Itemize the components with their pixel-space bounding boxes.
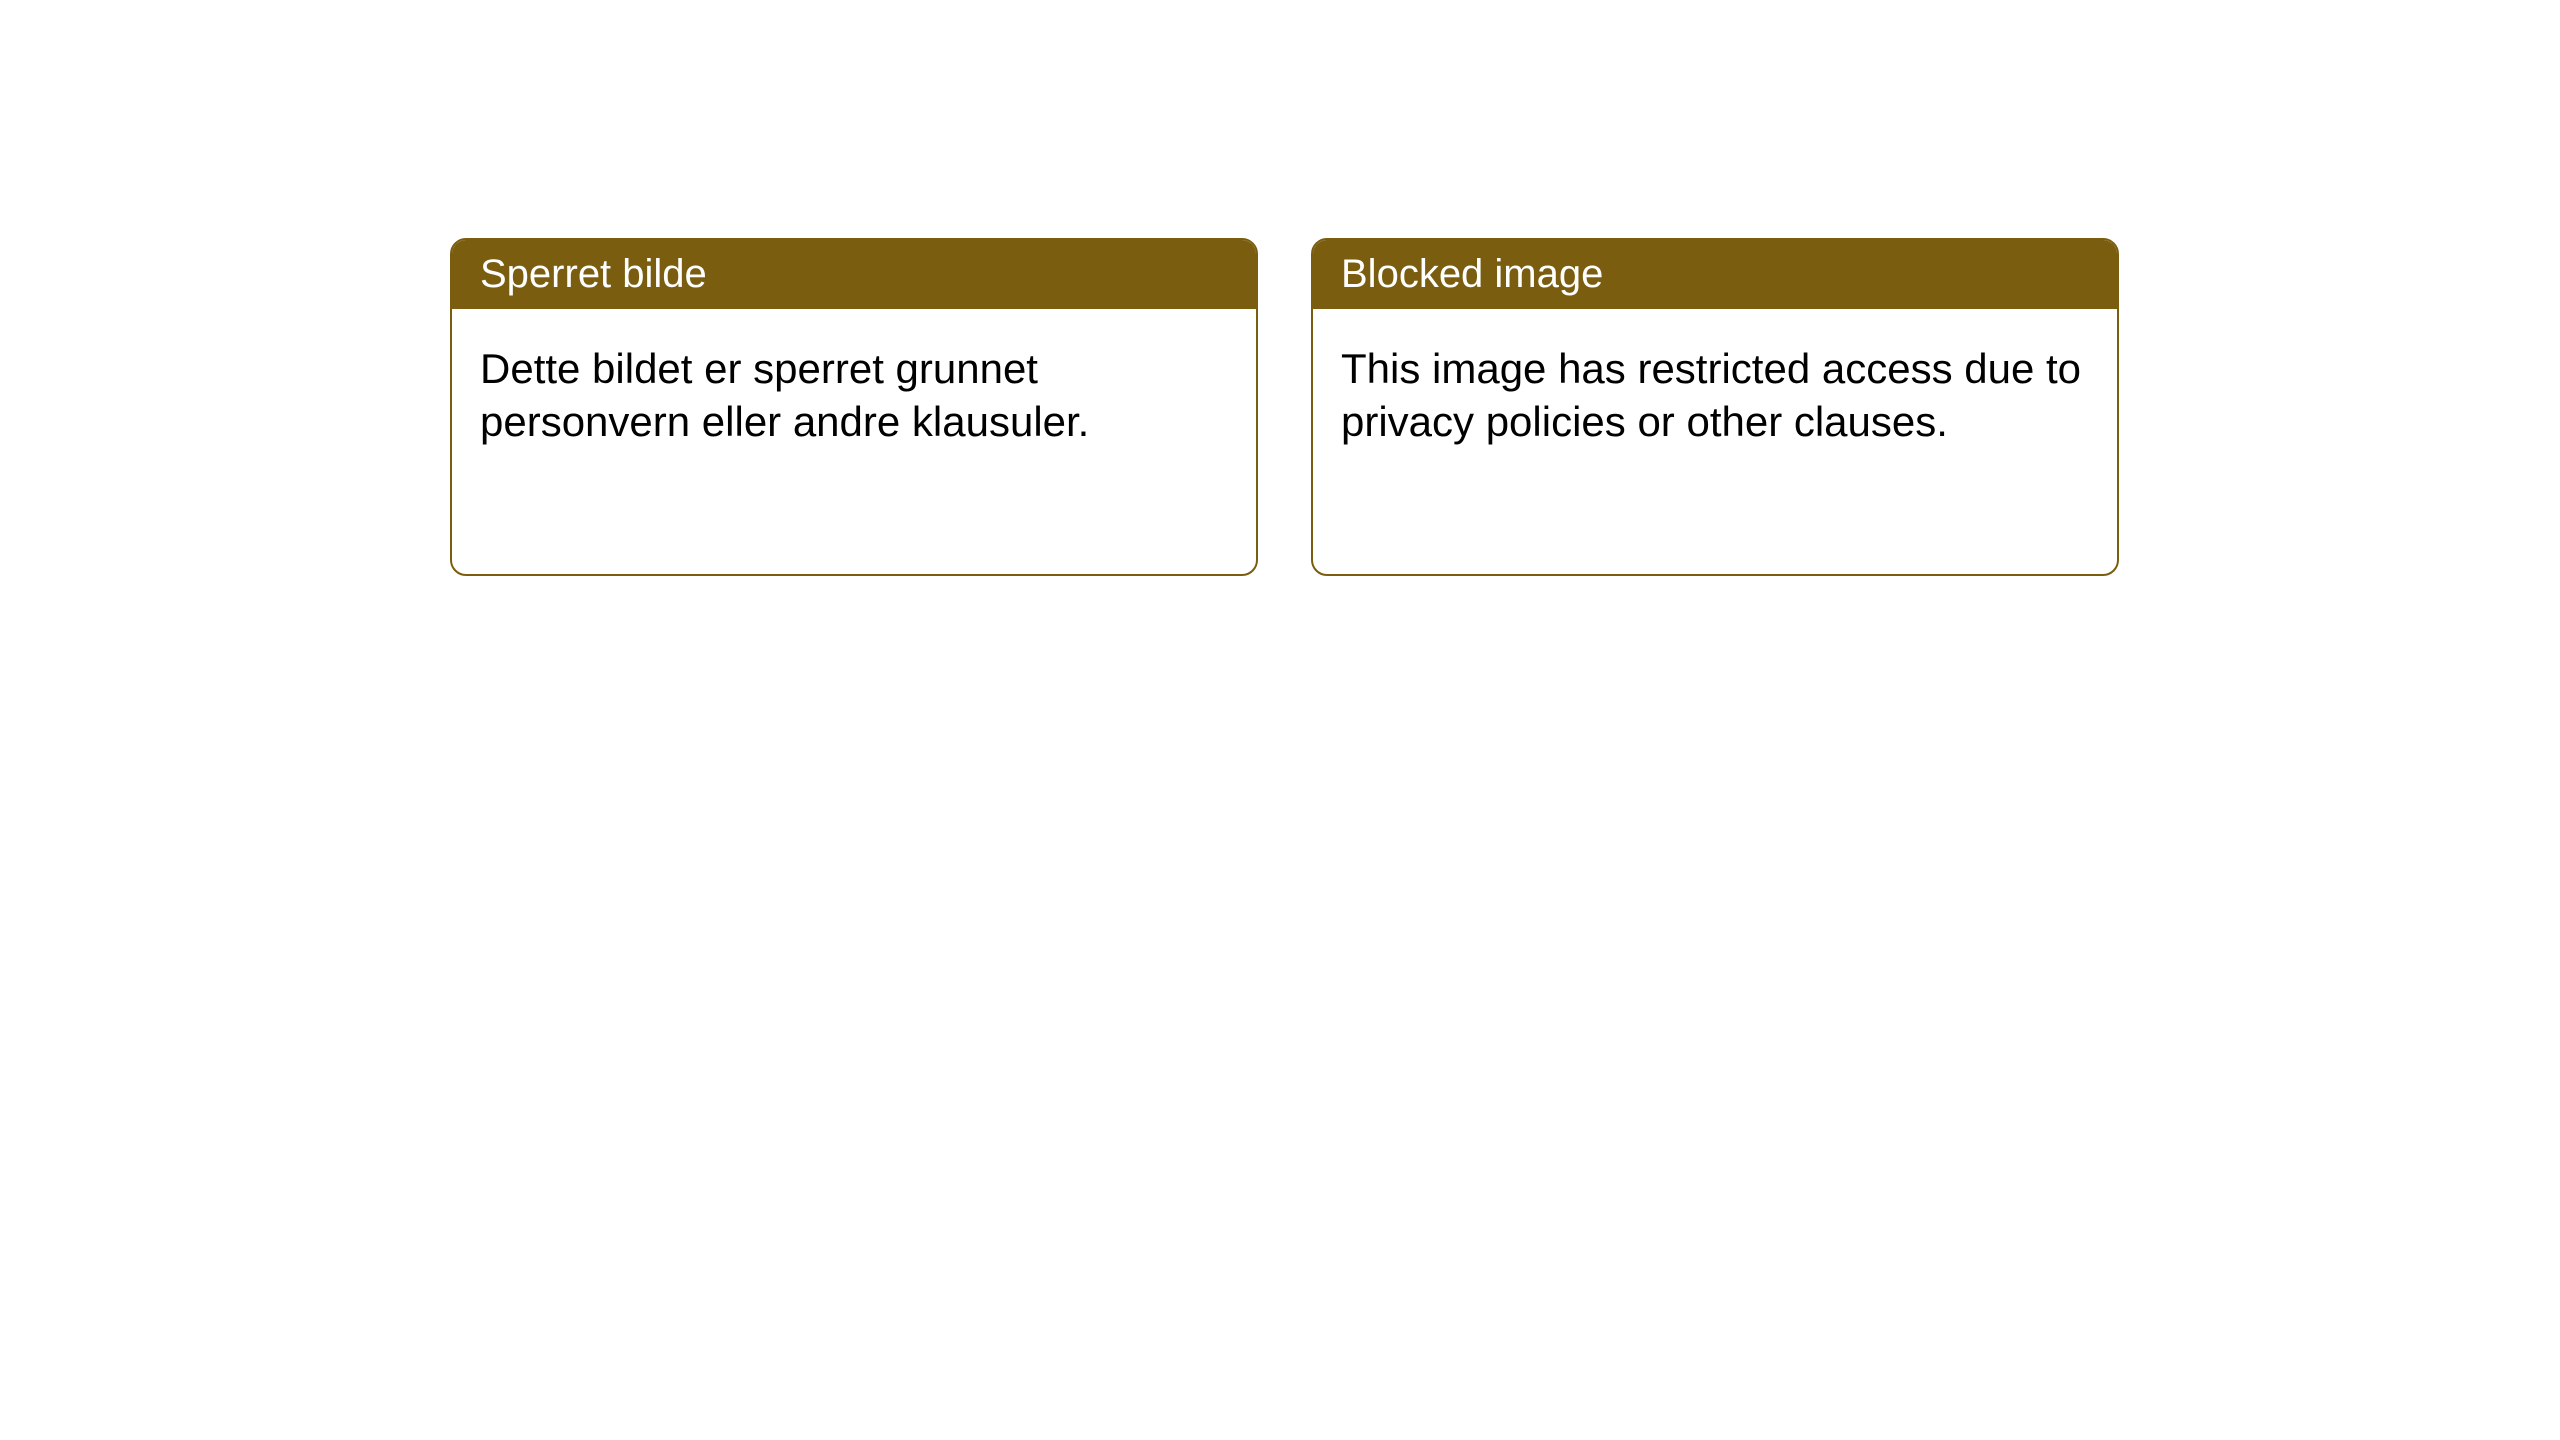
notice-title: Sperret bilde: [480, 252, 707, 296]
notice-container: Sperret bilde Dette bildet er sperret gr…: [450, 238, 2119, 576]
notice-card-norwegian: Sperret bilde Dette bildet er sperret gr…: [450, 238, 1258, 576]
notice-header: Sperret bilde: [452, 240, 1256, 309]
notice-body: This image has restricted access due to …: [1313, 309, 2117, 482]
notice-title: Blocked image: [1341, 252, 1603, 296]
notice-text: This image has restricted access due to …: [1341, 345, 2081, 445]
notice-card-english: Blocked image This image has restricted …: [1311, 238, 2119, 576]
notice-header: Blocked image: [1313, 240, 2117, 309]
notice-body: Dette bildet er sperret grunnet personve…: [452, 309, 1256, 482]
notice-text: Dette bildet er sperret grunnet personve…: [480, 345, 1089, 445]
